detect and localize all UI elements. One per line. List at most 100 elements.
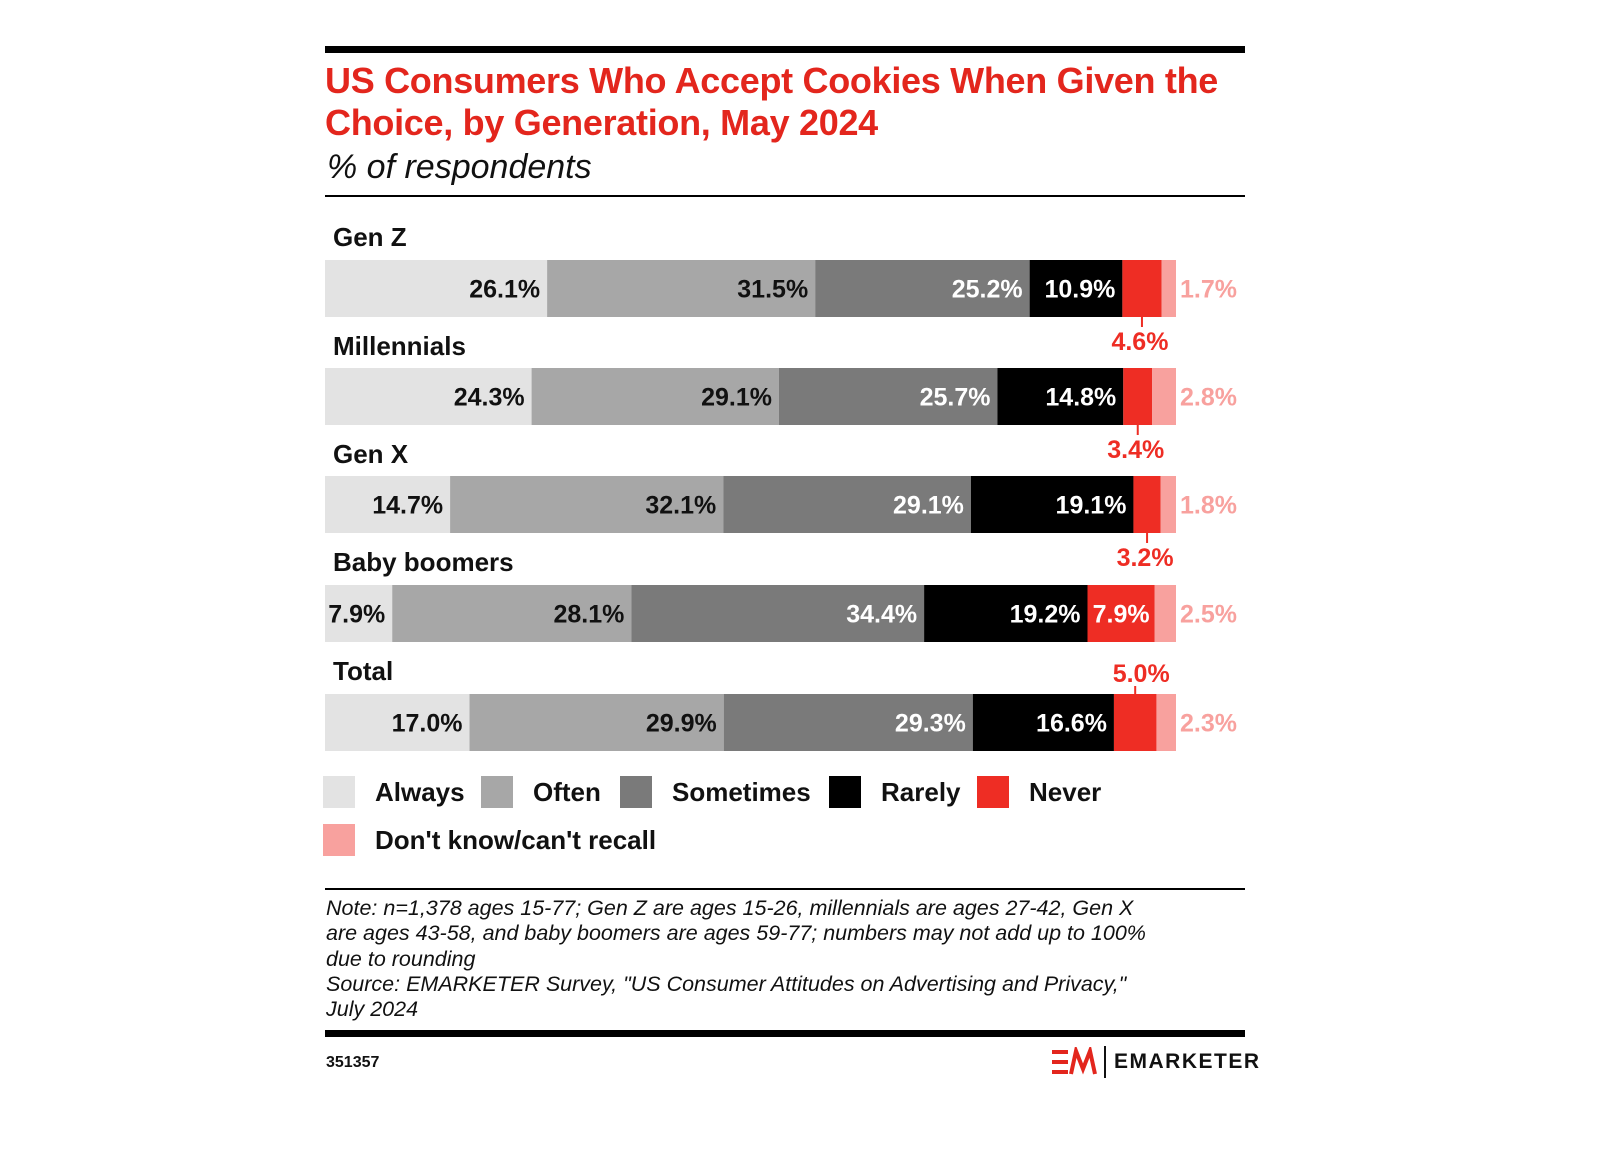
bar-segment-5: [1161, 260, 1176, 317]
source-line: July 2024: [326, 997, 419, 1022]
bar-segment-5: [1156, 694, 1176, 751]
data-label: 19.2%: [1010, 601, 1081, 629]
data-label: 29.9%: [646, 710, 717, 738]
bar-segment-1: [469, 694, 724, 751]
logo-divider: [1104, 1046, 1106, 1078]
data-label-never: 7.9%: [1093, 601, 1150, 629]
data-label: 16.6%: [1036, 710, 1107, 738]
legend-item-often: Often: [481, 776, 601, 808]
data-label: 17.0%: [392, 710, 463, 738]
data-label: 29.3%: [895, 710, 966, 738]
bar-segment-1: [450, 476, 724, 533]
data-label: 25.2%: [952, 276, 1023, 304]
data-label-never: 5.0%: [1113, 660, 1170, 688]
chart-subtitle: % of respondents: [327, 148, 592, 186]
bar-segment-0: [325, 585, 393, 642]
note-line: Note: n=1,378 ages 15-77; Gen Z are ages…: [326, 896, 1134, 920]
data-label: 31.5%: [737, 276, 808, 304]
legend-item-always: Always: [323, 776, 465, 808]
legend-swatch-dont-know: [323, 824, 355, 856]
data-label: 19.1%: [1056, 492, 1127, 520]
data-label: 14.8%: [1045, 384, 1116, 412]
bottom-rule: [325, 1030, 1245, 1037]
bar-segment-4: [1113, 694, 1157, 751]
category-label: Millennials: [333, 331, 466, 361]
category-label: Gen Z: [333, 222, 407, 252]
bar-segment-3: [997, 368, 1124, 425]
legend-item-dont-know: Don't know/can't recall: [323, 824, 656, 856]
category-label: Baby boomers: [333, 547, 514, 577]
data-label: 34.4%: [846, 601, 917, 629]
legend-swatch-often: [481, 776, 513, 808]
stacked-bar-chart: Gen Z 26.1% 31.5% 25.2% 10.9% 4.6% 1.7% Millenn…: [325, 222, 1237, 751]
bar-segment-2: [723, 476, 971, 533]
data-label: 24.3%: [454, 384, 525, 412]
legend-swatch-sometimes: [620, 776, 652, 808]
bar-segment-3: [970, 476, 1134, 533]
data-label: 25.7%: [920, 384, 991, 412]
legend-item-sometimes: Sometimes: [620, 776, 811, 808]
bar-segment-3: [972, 694, 1114, 751]
category-label: Gen X: [333, 439, 409, 469]
data-label-dont-know: 1.7%: [1180, 276, 1237, 304]
legend-label-sometimes: Sometimes: [672, 776, 811, 807]
legend-item-rarely: Rarely: [829, 776, 961, 808]
data-label-dont-know: 2.8%: [1180, 384, 1237, 412]
data-label: 29.1%: [893, 492, 964, 520]
legend-label-often: Often: [533, 776, 601, 807]
legend-item-never: Never: [977, 776, 1101, 808]
bar-segment-4: [1133, 476, 1161, 533]
data-label-dont-know: 1.8%: [1180, 492, 1237, 520]
source-line: Source: EMARKETER Survey, "US Consumer A…: [326, 971, 1127, 996]
bar-segment-5: [1160, 476, 1176, 533]
bar-segment-4: [1087, 585, 1155, 642]
bar-segment-1: [392, 585, 632, 642]
bar-segment-5: [1152, 368, 1176, 425]
bar-segment-2: [815, 260, 1030, 317]
data-label-never: 3.4%: [1107, 436, 1164, 464]
bar-segment-5: [1154, 585, 1176, 642]
legend-label-always: Always: [375, 776, 465, 807]
data-label-dont-know: 2.3%: [1180, 710, 1237, 738]
legend-swatch-always: [323, 776, 355, 808]
bar-segment-1: [531, 368, 779, 425]
legend-label-never: Never: [1029, 776, 1102, 807]
bar-segment-4: [1123, 368, 1153, 425]
category-label: Total: [333, 656, 393, 686]
bar-segment-0: [325, 260, 548, 317]
note-line: due to rounding: [326, 946, 476, 971]
data-label-dont-know: 2.5%: [1180, 601, 1237, 629]
data-label: 10.9%: [1044, 276, 1115, 304]
legend-label-dont-know: Don't know/can't recall: [375, 824, 657, 855]
legend-label-rarely: Rarely: [881, 776, 961, 807]
em-logo-icon: [1052, 1047, 1097, 1075]
data-label: 26.1%: [469, 276, 540, 304]
data-label: 14.7%: [372, 492, 443, 520]
data-label: 32.1%: [645, 492, 716, 520]
note-line: are ages 43-58, and baby boomers are age…: [326, 921, 1146, 946]
bar-segment-2: [723, 694, 973, 751]
brand-name: EMARKETER: [1114, 1050, 1261, 1073]
bar-segment-3: [924, 585, 1088, 642]
bar-segment-0: [325, 368, 532, 425]
note-rule: [325, 888, 1245, 890]
data-label: 28.1%: [553, 601, 624, 629]
bar-segment-2: [631, 585, 925, 642]
data-label-never: 4.6%: [1111, 328, 1168, 356]
emarketer-logo: EMARKETER: [1052, 1046, 1261, 1078]
legend-swatch-rarely: [829, 776, 861, 808]
bar-segment-0: [325, 694, 470, 751]
subtitle-rule: [325, 195, 1245, 197]
chart-id: 351357: [326, 1054, 380, 1071]
bar-segment-2: [778, 368, 998, 425]
footnote: Note: n=1,378 ages 15-77; Gen Z are ages…: [326, 896, 1236, 1022]
bar-segment-1: [547, 260, 816, 317]
data-label-never: 3.2%: [1117, 544, 1174, 572]
bar-segment-3: [1029, 260, 1123, 317]
bar-segment-0: [325, 476, 451, 533]
chart-title: US Consumers Who Accept Cookies When Giv…: [325, 60, 1219, 143]
legend-swatch-never: [977, 776, 1009, 808]
bar-segment-4: [1122, 260, 1162, 317]
top-rule: [325, 46, 1245, 53]
data-label: 7.9%: [328, 601, 385, 629]
